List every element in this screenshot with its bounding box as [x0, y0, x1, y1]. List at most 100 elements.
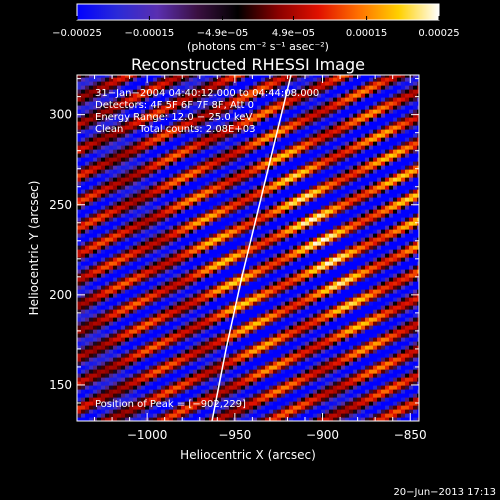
heatmap-cell	[293, 325, 298, 330]
heatmap-cell	[165, 337, 170, 342]
heatmap-cell	[145, 405, 150, 410]
heatmap-cell	[361, 361, 366, 366]
heatmap-cell	[265, 417, 270, 421]
heatmap-cell	[213, 289, 218, 294]
heatmap-cell	[109, 361, 114, 366]
heatmap-cell	[333, 297, 338, 302]
heatmap-cell	[77, 353, 82, 358]
heatmap-cell	[353, 377, 358, 382]
heatmap-cell	[417, 321, 419, 326]
heatmap-cell	[133, 289, 138, 294]
heatmap-cell	[293, 373, 298, 378]
heatmap-cell	[305, 293, 310, 298]
heatmap-cell	[125, 325, 130, 330]
heatmap-cell	[249, 333, 254, 338]
heatmap-cell	[265, 381, 270, 386]
heatmap-cell	[89, 221, 94, 226]
heatmap-cell	[77, 261, 82, 266]
heatmap-cell	[265, 265, 270, 270]
heatmap-cell	[325, 201, 330, 206]
heatmap-cell	[221, 329, 226, 334]
heatmap-cell	[161, 189, 166, 194]
heatmap-cell	[137, 385, 142, 390]
heatmap-cell	[209, 365, 214, 370]
heatmap-cell	[373, 273, 378, 278]
heatmap-cell	[405, 265, 410, 270]
heatmap-cell	[265, 341, 270, 346]
heatmap-cell	[229, 413, 234, 418]
heatmap-cell	[269, 241, 274, 246]
heatmap-cell	[217, 321, 222, 326]
heatmap-cell	[401, 405, 406, 410]
heatmap-cell	[273, 277, 278, 282]
heatmap-cell	[309, 393, 314, 398]
heatmap-cell	[201, 389, 206, 394]
heatmap-cell	[377, 377, 382, 382]
heatmap-cell	[205, 389, 210, 394]
heatmap-cell	[385, 241, 390, 246]
heatmap-cell	[353, 397, 358, 402]
heatmap-cell	[413, 269, 418, 274]
heatmap-cell	[293, 225, 298, 230]
heatmap-cell	[229, 361, 234, 366]
heatmap-cell	[369, 189, 374, 194]
heatmap-cell	[205, 269, 210, 274]
heatmap-cell	[273, 197, 278, 202]
heatmap-cell	[409, 233, 414, 238]
heatmap-cell	[289, 217, 294, 222]
heatmap-cell	[305, 357, 310, 362]
heatmap-cell	[105, 341, 110, 346]
heatmap-cell	[301, 337, 306, 342]
heatmap-cell	[121, 313, 126, 318]
heatmap-cell	[113, 417, 118, 421]
heatmap-cell	[373, 365, 378, 370]
heatmap-cell	[121, 281, 126, 286]
heatmap-cell	[337, 393, 342, 398]
heatmap-cell	[273, 413, 278, 418]
heatmap-cell	[369, 321, 374, 326]
heatmap-cell	[369, 345, 374, 350]
heatmap-cell	[397, 273, 402, 278]
heatmap-cell	[257, 409, 262, 414]
heatmap-cell	[221, 385, 226, 390]
heatmap-cell	[169, 293, 174, 298]
heatmap-cell	[145, 297, 150, 302]
heatmap-cell	[225, 333, 230, 338]
heatmap-cell	[173, 393, 178, 398]
heatmap-cell	[245, 301, 250, 306]
heatmap-cell	[117, 341, 122, 346]
heatmap-cell	[373, 409, 378, 414]
heatmap-cell	[145, 377, 150, 382]
heatmap-cell	[245, 237, 250, 242]
heatmap-cell	[277, 377, 282, 382]
heatmap-cell	[197, 293, 202, 298]
heatmap-cell	[349, 389, 354, 394]
heatmap-cell	[305, 257, 310, 262]
heatmap-cell	[237, 261, 242, 266]
heatmap-cell	[93, 265, 98, 270]
heatmap-cell	[177, 285, 182, 290]
heatmap-cell	[373, 325, 378, 330]
heatmap-cell	[373, 201, 378, 206]
heatmap-cell	[401, 253, 406, 258]
heatmap-cell	[397, 401, 402, 406]
heatmap-cell	[133, 345, 138, 350]
heatmap-cell	[393, 377, 398, 382]
heatmap-cell	[313, 329, 318, 334]
heatmap-cell	[357, 257, 362, 262]
heatmap-cell	[165, 277, 170, 282]
heatmap-cell	[281, 381, 286, 386]
heatmap-cell	[161, 305, 166, 310]
heatmap-cell	[153, 237, 158, 242]
heatmap-cell	[245, 325, 250, 330]
heatmap-cell	[117, 389, 122, 394]
heatmap-cell	[317, 269, 322, 274]
heatmap-cell	[109, 209, 114, 214]
heatmap-cell	[261, 329, 266, 334]
heatmap-cell	[365, 225, 370, 230]
heatmap-cell	[273, 373, 278, 378]
heatmap-cell	[313, 297, 318, 302]
heatmap-cell	[245, 205, 250, 210]
heatmap-cell	[237, 365, 242, 370]
heatmap-cell	[341, 313, 346, 318]
